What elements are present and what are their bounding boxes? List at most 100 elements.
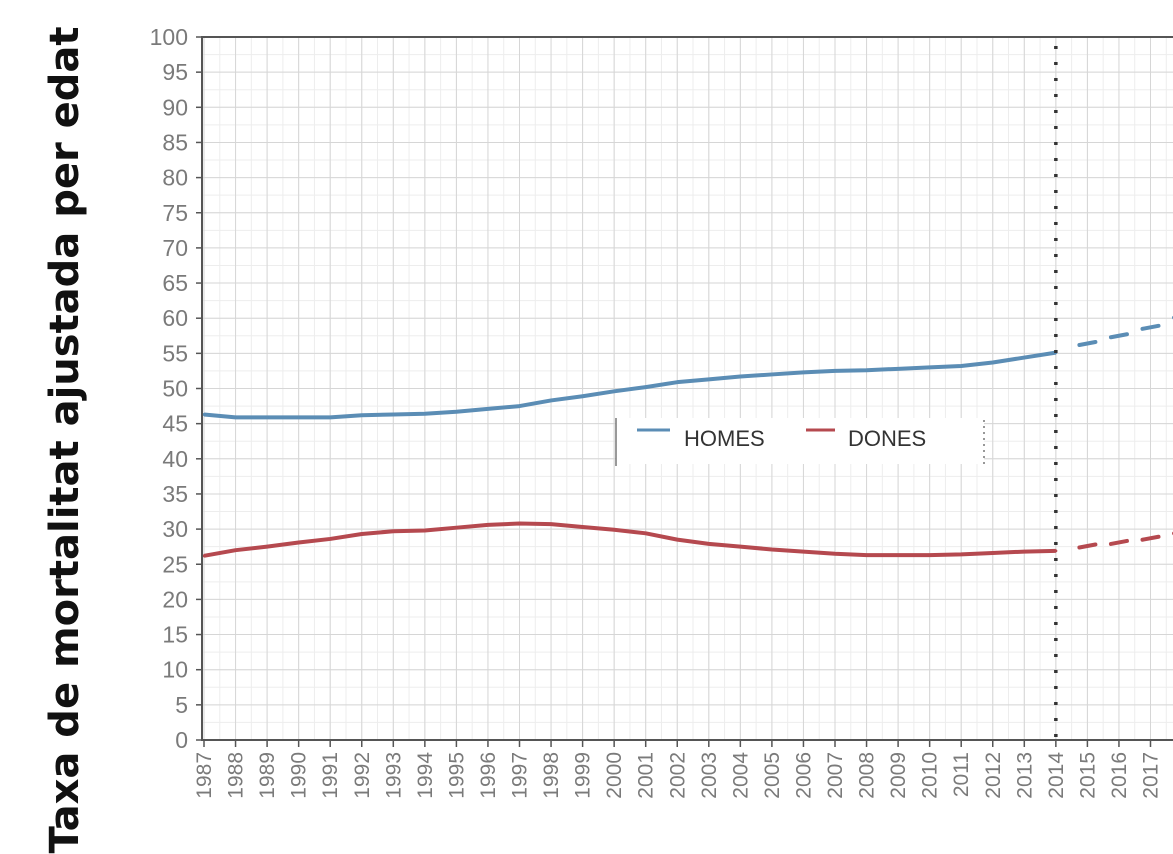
major-gridlines xyxy=(202,37,1173,740)
data-point-dones xyxy=(329,537,332,540)
x-tick-label: 2002 xyxy=(666,752,689,799)
x-tick-label: 2017 xyxy=(1140,752,1163,799)
data-point-dones xyxy=(802,550,805,553)
data-point-homes xyxy=(234,416,237,419)
x-tick-label: 1994 xyxy=(414,752,437,799)
data-point-homes xyxy=(423,412,426,415)
data-point-homes xyxy=(581,395,584,398)
y-tick-label: 80 xyxy=(162,165,188,191)
x-tick-label: 2013 xyxy=(1013,752,1036,799)
data-point-dones xyxy=(392,530,395,533)
data-point-homes xyxy=(360,414,363,417)
data-point-dones xyxy=(550,523,553,526)
x-tick-label: 2004 xyxy=(729,752,752,799)
projection-mark-homes xyxy=(1079,342,1095,345)
data-point-homes xyxy=(834,369,837,372)
y-tick-label: 20 xyxy=(162,586,188,612)
y-tick-label: 65 xyxy=(162,270,188,296)
data-point-dones xyxy=(297,541,300,544)
data-point-dones xyxy=(486,523,489,526)
projection-mark-homes xyxy=(1111,334,1127,337)
data-point-homes xyxy=(991,361,994,364)
data-point-dones xyxy=(991,552,994,555)
data-point-dones xyxy=(770,548,773,551)
x-tick-label: 2011 xyxy=(950,752,973,797)
y-tick-label: 60 xyxy=(162,305,188,331)
y-tick-label: 55 xyxy=(162,340,188,366)
data-point-homes xyxy=(770,373,773,376)
x-tick-label: 1993 xyxy=(382,752,405,799)
data-point-homes xyxy=(392,413,395,416)
data-point-homes xyxy=(613,390,616,393)
data-point-dones xyxy=(644,532,647,535)
data-point-homes xyxy=(518,405,521,408)
x-tick-label: 1997 xyxy=(509,752,532,799)
data-point-homes xyxy=(1023,356,1026,359)
y-tick-label: 5 xyxy=(175,692,188,718)
y-tick-label: 75 xyxy=(162,200,188,226)
y-tick-label: 10 xyxy=(162,657,188,683)
data-point-homes xyxy=(739,375,742,378)
x-tick-label: 1995 xyxy=(445,752,468,799)
x-tick-label: 1996 xyxy=(477,752,500,799)
x-tick-label: 2000 xyxy=(603,752,626,799)
data-point-dones xyxy=(423,529,426,532)
x-tick-label: 1989 xyxy=(256,752,279,799)
data-point-dones xyxy=(928,554,931,557)
y-tick-label: 0 xyxy=(175,727,188,753)
data-point-homes xyxy=(928,366,931,369)
legend: HOMES DONES xyxy=(616,418,984,466)
x-tick-label: 2010 xyxy=(919,752,942,799)
data-point-homes xyxy=(676,381,679,384)
legend-label-homes: HOMES xyxy=(684,426,765,451)
x-tick-label: 2003 xyxy=(698,752,721,799)
data-point-homes xyxy=(329,416,332,419)
y-axis: 0510152025303540455055606570758085909510… xyxy=(150,24,202,753)
data-point-homes xyxy=(960,365,963,368)
y-tick-label: 50 xyxy=(162,376,188,402)
y-tick-label: 40 xyxy=(162,446,188,472)
data-point-dones xyxy=(360,533,363,536)
data-point-homes xyxy=(802,371,805,374)
data-point-dones xyxy=(739,545,742,548)
data-point-dones xyxy=(613,528,616,531)
data-point-dones xyxy=(518,522,521,525)
y-tick-label: 100 xyxy=(150,24,188,50)
data-point-dones xyxy=(581,525,584,528)
data-point-homes xyxy=(644,386,647,389)
projection-mark-dones xyxy=(1143,537,1159,540)
y-tick-label: 95 xyxy=(162,59,188,85)
x-tick-label: 2001 xyxy=(635,752,658,799)
y-tick-label: 25 xyxy=(162,551,188,577)
data-point-homes xyxy=(707,378,710,381)
data-point-dones xyxy=(266,545,269,548)
data-point-dones xyxy=(1054,549,1057,552)
y-tick-label: 35 xyxy=(162,481,188,507)
x-tick-label: 2014 xyxy=(1045,752,1068,799)
x-tick-label: 2006 xyxy=(792,752,815,799)
data-point-homes xyxy=(297,416,300,419)
data-point-homes xyxy=(897,367,900,370)
data-point-homes xyxy=(455,410,458,413)
x-tick-label: 2012 xyxy=(982,752,1005,799)
y-tick-label: 15 xyxy=(162,622,188,648)
x-tick-label: 2005 xyxy=(761,752,784,799)
x-tick-label: 2007 xyxy=(824,752,847,799)
y-tick-label: 30 xyxy=(162,516,188,542)
x-tick-label: 1988 xyxy=(225,752,248,799)
data-point-dones xyxy=(455,526,458,529)
data-point-homes xyxy=(550,399,553,402)
data-point-dones xyxy=(1023,550,1026,553)
x-tick-label: 2008 xyxy=(856,752,879,799)
y-tick-label: 70 xyxy=(162,235,188,261)
x-tick-label: 1987 xyxy=(193,752,216,799)
x-tick-label: 2015 xyxy=(1076,752,1099,799)
y-tick-label: 45 xyxy=(162,411,188,437)
projection-mark-homes xyxy=(1143,326,1159,329)
x-tick-label: 2016 xyxy=(1108,752,1131,799)
data-point-dones xyxy=(897,554,900,557)
data-point-dones xyxy=(707,542,710,545)
data-point-homes xyxy=(266,416,269,419)
